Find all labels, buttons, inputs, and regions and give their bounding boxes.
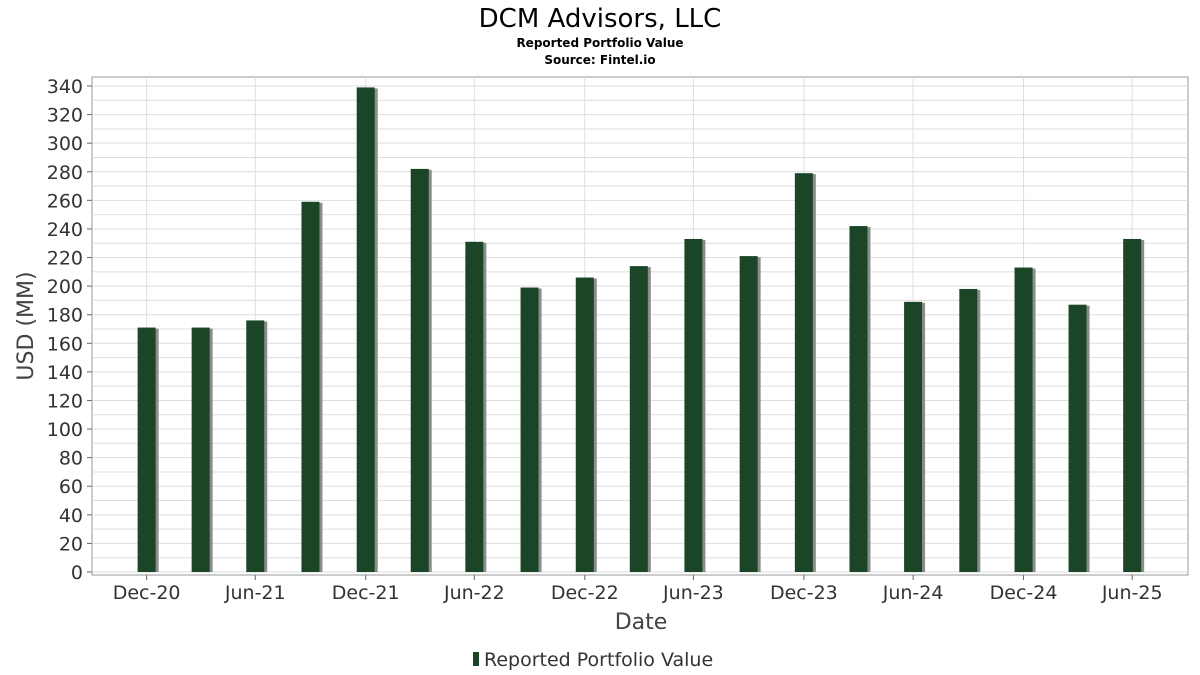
x-tick-label: Dec-24 (990, 582, 1058, 604)
y-tick-label: 280 (47, 162, 83, 184)
y-tick-label: 180 (47, 305, 83, 327)
y-tick-label: 80 (59, 448, 83, 470)
y-tick-label: 60 (59, 476, 83, 498)
bar (465, 241, 484, 572)
bar (849, 226, 868, 573)
bar (137, 327, 156, 572)
x-tick-label: Dec-20 (113, 582, 181, 604)
chart-title: DCM Advisors, LLC (479, 4, 722, 34)
legend: Reported Portfolio Value (473, 649, 713, 671)
x-tick-label: Dec-23 (770, 582, 838, 604)
bar (301, 201, 320, 572)
bar (191, 327, 210, 572)
x-tick-label: Jun-25 (1101, 582, 1163, 604)
y-tick-label: 20 (59, 533, 83, 555)
chart-subtitle: Reported Portfolio Value (516, 36, 683, 50)
bar (410, 168, 429, 572)
bars (137, 87, 1142, 573)
y-tick-label: 200 (47, 276, 83, 298)
y-tick-label: 220 (47, 248, 83, 270)
y-tick-label: 300 (47, 133, 83, 155)
legend-entry-label: Reported Portfolio Value (484, 649, 713, 671)
y-axis-ticks: 0 20 40 60 80 100 120 140 160 180 200 220 240 260 280 3… (47, 76, 92, 584)
y-tick-label: 320 (47, 105, 83, 127)
bar (904, 301, 923, 572)
y-tick-label: 260 (47, 190, 83, 212)
bar (356, 87, 375, 572)
x-tick-label: Dec-22 (551, 582, 619, 604)
y-tick-label: 140 (47, 362, 83, 384)
bar (1123, 238, 1142, 572)
y-axis-label: USD (MM) (14, 271, 39, 380)
x-axis-ticks: Dec-20 Jun-21 Dec-21 Jun-22 Dec-22 Jun-23 Dec-… (113, 575, 1163, 604)
bar (739, 256, 758, 572)
bar (520, 287, 539, 572)
bar (246, 320, 265, 572)
y-tick-label: 40 (59, 505, 83, 527)
bar (629, 266, 648, 572)
y-tick-label: 340 (47, 76, 83, 98)
bar (684, 238, 703, 572)
bar (794, 173, 813, 572)
y-tick-label: 100 (47, 419, 83, 441)
bar (575, 277, 594, 572)
bar (959, 288, 978, 572)
y-tick-label: 0 (71, 562, 83, 584)
y-tick-label: 160 (47, 333, 83, 355)
x-axis-label: Date (615, 610, 668, 635)
x-tick-label: Jun-22 (443, 582, 505, 604)
y-tick-label: 120 (47, 390, 83, 412)
x-tick-label: Jun-21 (224, 582, 286, 604)
x-tick-label: Jun-23 (662, 582, 724, 604)
y-tick-label: 240 (47, 219, 83, 241)
legend-swatch (473, 652, 479, 666)
x-tick-label: Jun-24 (882, 582, 944, 604)
bar (1068, 304, 1087, 572)
bar (1014, 267, 1033, 572)
chart-source: Source: Fintel.io (544, 53, 655, 67)
x-tick-label: Dec-21 (332, 582, 400, 604)
